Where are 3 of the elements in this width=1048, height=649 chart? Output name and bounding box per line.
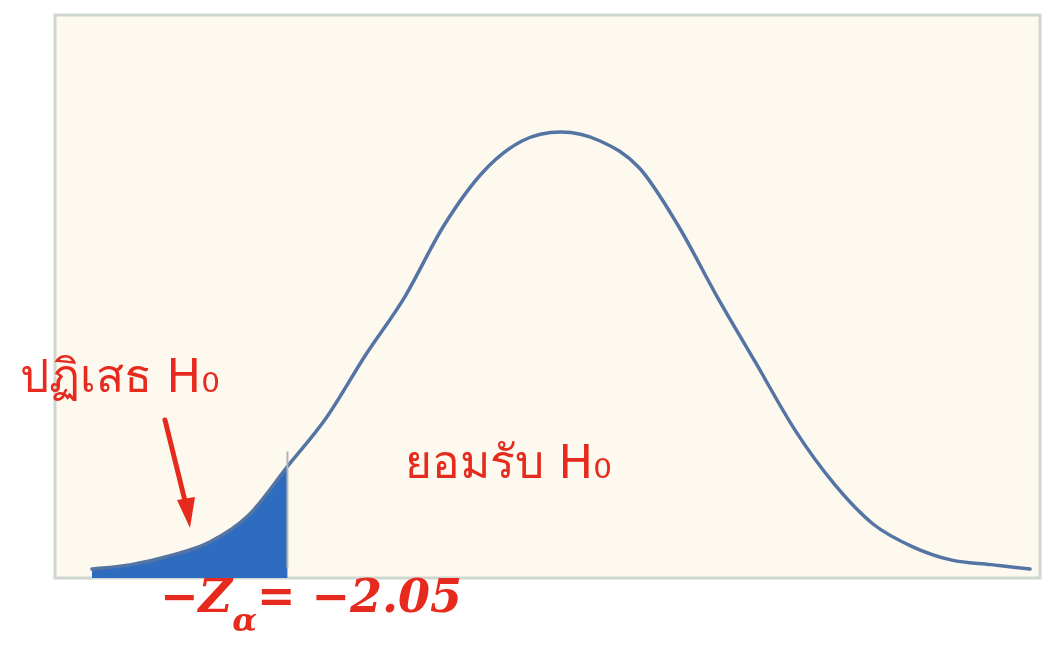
annotation: ปฏิเสธ H₀ — [20, 349, 220, 403]
annotation: −Z$_{α}$= −2.05 — [160, 569, 463, 639]
annotation: ยอมรับ H₀ — [405, 435, 612, 489]
